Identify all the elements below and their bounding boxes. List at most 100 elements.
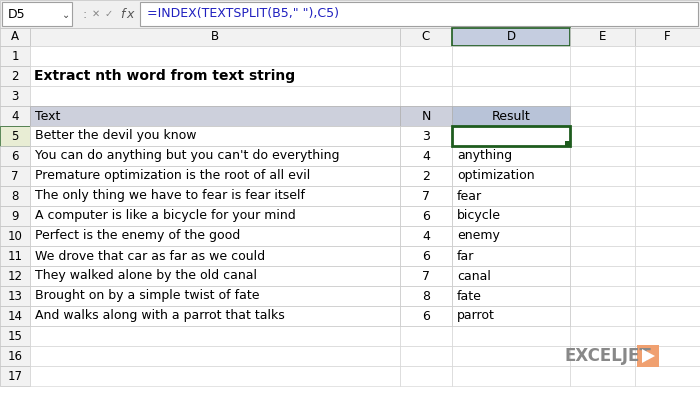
Bar [0, 246, 30, 266]
Bar [400, 286, 452, 306]
Bar [30, 28, 400, 46]
Text: 9: 9 [11, 210, 19, 222]
Bar [452, 366, 570, 386]
Bar [30, 306, 400, 326]
Bar [30, 166, 400, 186]
Text: far: far [457, 250, 475, 262]
Bar [452, 86, 570, 106]
Bar [0, 28, 30, 46]
Text: D5: D5 [8, 8, 26, 20]
Text: fear: fear [457, 190, 482, 202]
Bar [0, 206, 30, 226]
Text: Better the devil you know: Better the devil you know [35, 130, 197, 142]
Bar [635, 366, 700, 386]
Text: 6: 6 [422, 310, 430, 322]
Text: EXCELJET: EXCELJET [565, 347, 652, 365]
Bar [400, 126, 452, 146]
Bar [570, 146, 635, 166]
Bar [452, 206, 570, 226]
Text: D: D [506, 30, 516, 44]
Bar [635, 306, 700, 326]
Text: 1: 1 [11, 50, 19, 62]
Bar [400, 66, 452, 86]
Bar [400, 166, 452, 186]
Bar [452, 66, 570, 86]
Bar [400, 306, 452, 326]
Bar [570, 326, 635, 346]
Text: Brought on by a simple twist of fate: Brought on by a simple twist of fate [35, 290, 260, 302]
Bar [400, 146, 452, 166]
Bar [400, 206, 452, 226]
Text: devil: devil [457, 130, 487, 142]
Text: 4: 4 [11, 110, 19, 122]
Bar [570, 66, 635, 86]
Bar [0, 186, 30, 206]
Bar [452, 286, 570, 306]
Bar [570, 28, 635, 46]
Bar [30, 106, 400, 126]
Bar [635, 246, 700, 266]
Text: 3: 3 [422, 130, 430, 142]
Bar [635, 66, 700, 86]
Bar [0, 106, 30, 126]
Text: C: C [422, 30, 430, 44]
Bar [570, 226, 635, 246]
Text: bicycle: bicycle [457, 210, 501, 222]
Bar [635, 86, 700, 106]
Bar [570, 126, 635, 146]
Bar [0, 266, 30, 286]
Bar [570, 346, 635, 366]
Text: Perfect is the enemy of the good: Perfect is the enemy of the good [35, 230, 240, 242]
Bar [400, 106, 452, 126]
Bar [400, 126, 452, 146]
Text: B: B [211, 30, 219, 44]
Text: They walked alone by the old canal: They walked alone by the old canal [35, 270, 257, 282]
Text: 12: 12 [8, 270, 22, 282]
Bar [400, 266, 452, 286]
Bar [400, 266, 452, 286]
Bar [570, 206, 635, 226]
Bar [452, 28, 570, 46]
Text: Extract nth word from text string: Extract nth word from text string [34, 69, 295, 83]
Bar [0, 46, 30, 66]
Bar [30, 326, 400, 346]
Bar [635, 206, 700, 226]
Bar [452, 306, 570, 326]
Bar [400, 246, 452, 266]
Bar [30, 186, 400, 206]
Bar [30, 206, 400, 226]
Text: ⌄: ⌄ [62, 10, 70, 20]
Bar [452, 166, 570, 186]
Bar [635, 146, 700, 166]
Bar [400, 286, 452, 306]
Text: ✓: ✓ [105, 9, 113, 19]
Bar [400, 186, 452, 206]
Text: canal: canal [457, 270, 491, 282]
Bar [635, 106, 700, 126]
Bar [452, 186, 570, 206]
Bar [400, 226, 452, 246]
Bar [635, 166, 700, 186]
Text: 17: 17 [8, 370, 22, 382]
Bar [570, 86, 635, 106]
Text: x: x [126, 8, 134, 20]
Text: 6: 6 [11, 150, 19, 162]
Bar [30, 226, 400, 246]
Text: Text: Text [35, 110, 60, 122]
Bar [400, 366, 452, 386]
Bar [570, 46, 635, 66]
Text: ✕: ✕ [92, 9, 100, 19]
Bar [400, 166, 452, 186]
Bar [0, 366, 30, 386]
Text: 7: 7 [422, 190, 430, 202]
Bar [452, 206, 570, 226]
Bar [635, 286, 700, 306]
Bar [400, 86, 452, 106]
Text: 8: 8 [11, 190, 19, 202]
Text: 15: 15 [8, 330, 22, 342]
Polygon shape [642, 349, 655, 363]
Bar [452, 266, 570, 286]
Bar [452, 186, 570, 206]
Bar [30, 126, 400, 146]
Bar [30, 366, 400, 386]
